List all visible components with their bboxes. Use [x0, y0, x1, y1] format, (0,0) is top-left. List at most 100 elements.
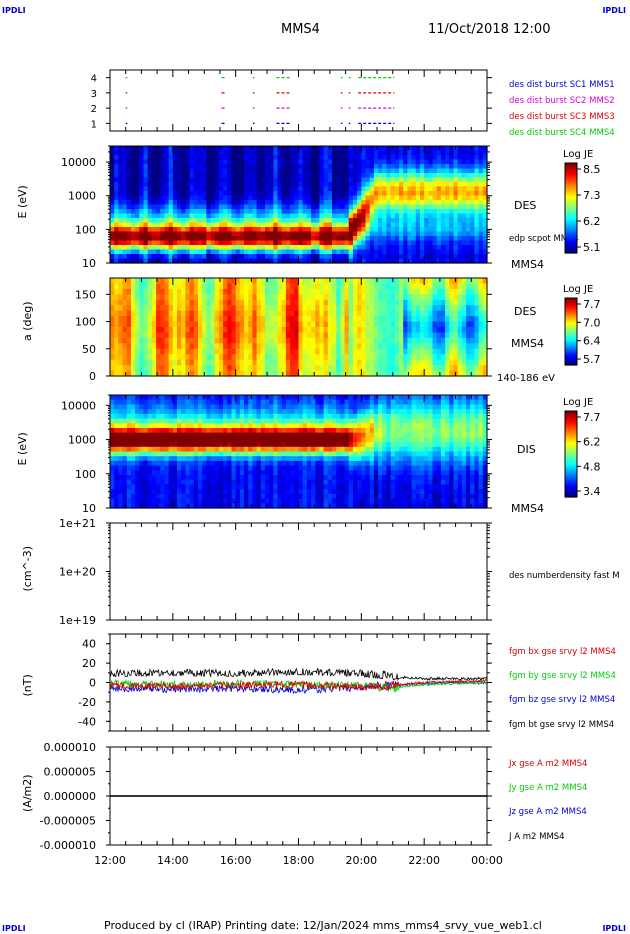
dis-energy-cell — [181, 418, 186, 424]
dis-energy-cell — [118, 470, 124, 476]
des-pitch-cell — [478, 299, 484, 306]
des-energy-y-label: 10 — [82, 257, 96, 270]
des-pitch-cell — [399, 283, 404, 290]
des-pitch-cell — [323, 305, 329, 312]
des-energy-cell — [336, 168, 341, 174]
des-pitch-cell — [440, 332, 446, 339]
des-energy-cell — [457, 258, 463, 264]
dis-energy-cell — [206, 503, 212, 509]
des-energy-cell — [352, 249, 358, 255]
des-pitch-cell — [294, 278, 300, 285]
des-energy-cell — [264, 150, 270, 156]
des-pitch-cell — [160, 359, 166, 366]
des-energy-cell — [365, 231, 371, 237]
des-pitch-cell — [231, 288, 237, 295]
des-energy-cell — [164, 236, 170, 242]
des-energy-cell — [172, 168, 178, 174]
des-energy-cell — [285, 213, 291, 219]
des-energy-cell — [197, 254, 203, 260]
des-energy-cell — [445, 164, 450, 170]
des-pitch-cell — [277, 348, 283, 355]
des-pitch-cell — [160, 310, 166, 317]
des-energy-cell — [210, 195, 216, 201]
des-energy-cell — [290, 177, 295, 183]
dis-energy-cell — [210, 399, 216, 406]
dis-energy-cell — [185, 395, 191, 401]
des-pitch-colorbar-cell — [565, 338, 577, 340]
dis-energy-cell — [110, 432, 115, 438]
des-energy-cell — [474, 240, 480, 246]
des-pitch-cell — [327, 283, 333, 290]
dis-energy-cell — [202, 413, 207, 420]
des-energy-cell — [424, 168, 429, 174]
des-energy-cell — [114, 182, 119, 188]
des-energy-cell — [110, 173, 115, 179]
des-energy-cell — [315, 249, 321, 255]
des-pitch-cell — [315, 283, 321, 290]
des-pitch-cell — [306, 278, 312, 285]
des-pitch-cell — [432, 370, 438, 377]
des-energy-cell — [453, 173, 459, 179]
dis-energy-cell — [160, 460, 166, 467]
dis-energy-cell — [110, 465, 115, 471]
des-energy-cell — [424, 254, 429, 260]
des-energy-cell — [315, 218, 321, 224]
des-pitch-cell — [135, 365, 140, 372]
des-energy-cell — [235, 200, 241, 206]
des-pitch-cell — [197, 343, 203, 350]
des-energy-cell — [340, 191, 346, 197]
des-pitch-cell — [214, 299, 220, 306]
des-pitch-cell — [172, 294, 178, 301]
des-pitch-cell — [415, 288, 421, 295]
des-energy-cell — [172, 146, 178, 152]
des-pitch-cell — [457, 305, 463, 312]
des-energy-cell — [470, 258, 476, 264]
des-energy-cell — [432, 245, 438, 251]
dis-energy-cell — [143, 489, 149, 495]
des-pitch-cell — [315, 343, 321, 350]
des-pitch-cell — [168, 348, 174, 355]
des-energy-cell — [482, 168, 488, 174]
des-energy-cell — [319, 254, 325, 260]
des-pitch-cell — [461, 337, 467, 344]
des-pitch-cell — [281, 359, 287, 366]
des-energy-cell — [143, 200, 149, 206]
des-pitch-cell — [164, 305, 170, 312]
des-pitch-cell — [315, 354, 321, 361]
des-energy-cell — [227, 240, 233, 246]
des-pitch-cell — [181, 327, 186, 334]
des-pitch-cell — [378, 354, 383, 361]
des-pitch-cell — [130, 359, 136, 366]
des-energy-cell — [327, 236, 333, 242]
des-pitch-cell — [244, 299, 249, 306]
des-pitch-cell — [223, 310, 228, 317]
des-energy-cell — [193, 213, 199, 219]
dis-energy-cell — [130, 451, 136, 457]
des-energy-cell — [369, 177, 375, 183]
des-energy-cell — [110, 213, 115, 219]
dis-energy-cell — [193, 404, 199, 410]
des-energy-cell — [361, 245, 367, 251]
des-energy-cell — [323, 195, 329, 201]
des-energy-cell — [143, 236, 149, 242]
des-energy-cell — [260, 177, 266, 183]
des-energy-cell — [202, 218, 207, 224]
des-energy-cell — [348, 240, 354, 246]
des-pitch-cell — [223, 337, 228, 344]
des-energy-cell — [118, 258, 124, 264]
des-pitch-cell — [315, 310, 321, 317]
des-energy-cell — [227, 209, 233, 215]
des-pitch-cell — [386, 288, 392, 295]
des-pitch-cell — [269, 321, 274, 328]
des-pitch-cell — [218, 348, 224, 355]
dis-energy-cell — [160, 427, 166, 434]
des-pitch-cell — [168, 299, 174, 306]
des-pitch-cell — [336, 299, 341, 306]
des-pitch-cell — [323, 359, 329, 366]
des-pitch-colorbar-cell — [565, 340, 577, 343]
des-energy-cell — [440, 209, 446, 215]
dis-energy-cell — [210, 484, 216, 490]
des-energy-cell — [273, 150, 279, 156]
des-energy-cell — [466, 258, 471, 264]
des-energy-cell — [114, 177, 119, 183]
